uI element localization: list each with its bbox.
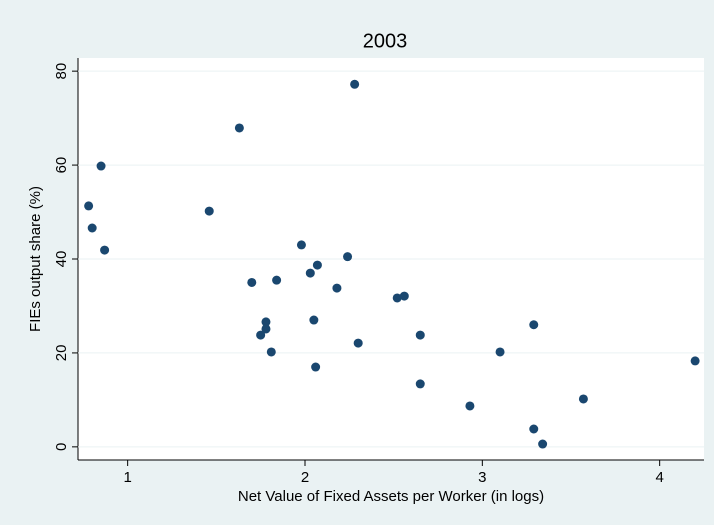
point (96, 161, 106, 171)
point (392, 293, 402, 303)
point (312, 260, 322, 270)
point (296, 240, 306, 250)
x-tick-label: 3 (478, 469, 486, 486)
point (578, 394, 588, 404)
y-tick-label: 60 (53, 157, 70, 174)
x-tick-label: 1 (123, 469, 131, 486)
x-axis-label: Net Value of Fixed Assets per Worker (in… (238, 488, 544, 505)
point (305, 268, 315, 278)
point (256, 330, 266, 340)
point (415, 330, 425, 340)
point (247, 277, 257, 287)
point (100, 245, 110, 255)
point (309, 315, 319, 325)
x-tick-label: 4 (655, 469, 663, 486)
point (415, 379, 425, 389)
point (538, 439, 548, 449)
chart-title: 2003 (363, 30, 408, 52)
point (353, 338, 363, 348)
point (343, 252, 353, 262)
point (529, 424, 539, 434)
x-tick-label: 2 (301, 469, 309, 486)
point (261, 324, 271, 334)
y-tick-label: 80 (53, 63, 70, 80)
y-tick-label: 20 (53, 345, 70, 362)
point (272, 275, 282, 285)
point (87, 223, 97, 233)
point (84, 201, 94, 211)
point (234, 123, 244, 133)
y-tick-label: 0 (53, 443, 70, 451)
y-axis-label: FIEs output share (%) (27, 186, 44, 332)
point (266, 347, 276, 357)
point (332, 283, 342, 293)
y-tick-label: 40 (53, 251, 70, 268)
point (399, 291, 409, 301)
point (311, 362, 321, 372)
point (690, 356, 700, 366)
point (261, 317, 271, 327)
point (465, 401, 475, 411)
point (204, 206, 214, 216)
point (529, 320, 539, 330)
point (350, 79, 360, 89)
point (495, 347, 505, 357)
